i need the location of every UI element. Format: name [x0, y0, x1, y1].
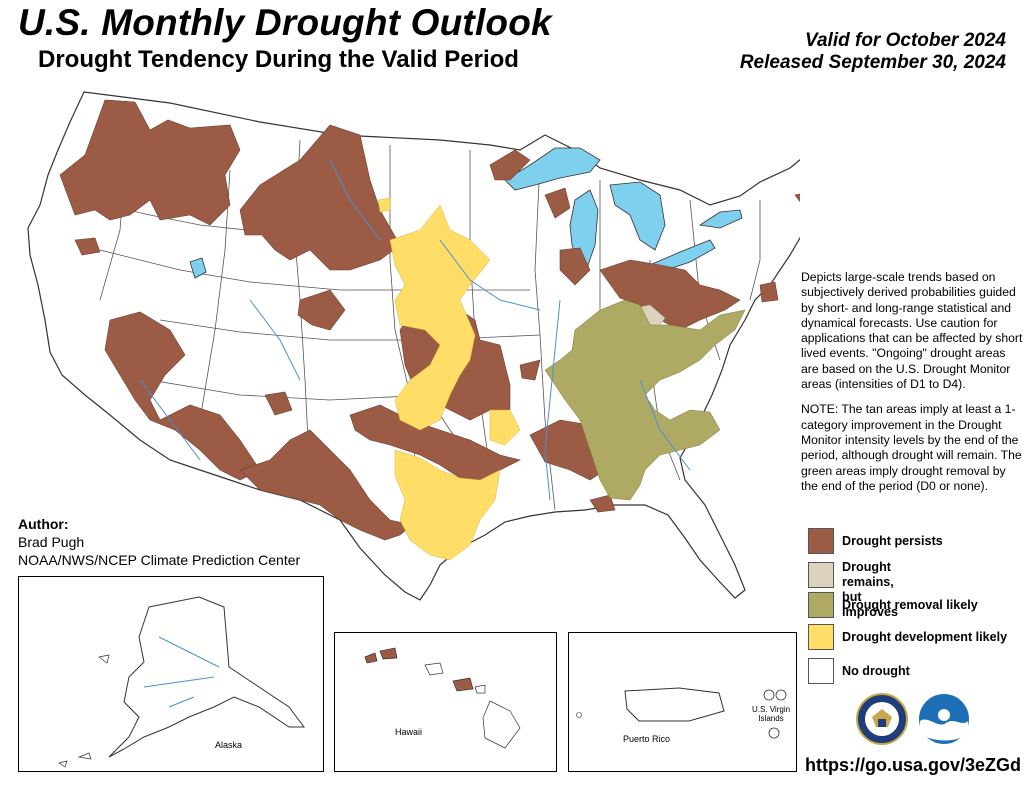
conus-map	[27, 91, 800, 601]
description-paragraph-1: Depicts large-scale trends based on subj…	[801, 270, 1023, 392]
author-label: Author:	[18, 516, 69, 532]
virgin-islands-label: U.S. Virgin Islands	[751, 705, 791, 723]
outlook-url-link[interactable]: https://go.usa.gov/3eZGd	[805, 755, 1022, 775]
alaska-map	[58, 596, 305, 768]
map-description: Depicts large-scale trends based on subj…	[801, 270, 1023, 504]
lake-huron	[609, 181, 666, 251]
author-org: NOAA/NWS/NCEP Climate Prediction Center	[18, 552, 301, 568]
legend-swatch-persists	[808, 528, 834, 554]
legend-label-removal: Drought removal likely	[842, 598, 978, 612]
legend-swatch-improves	[808, 562, 834, 588]
hawaii-inset: Hawaii	[334, 632, 557, 772]
noaa-logo-icon	[919, 694, 969, 744]
legend-label-none: No drought	[842, 664, 910, 678]
legend-swatch-development	[808, 624, 834, 650]
great-salt-lake	[189, 257, 207, 279]
author-name: Brad Pugh	[18, 534, 85, 550]
author-block: Author: Brad Pugh NOAA/NWS/NCEP Climate …	[18, 515, 300, 569]
puerto-rico-inset: Puerto Rico U.S. Virgin Islands	[568, 632, 797, 772]
lake-superior	[504, 147, 601, 191]
drought-removal-regions	[544, 299, 746, 501]
legend-swatch-removal	[808, 592, 834, 618]
legend-label-persists: Drought persists	[842, 534, 943, 548]
alaska-label: Alaska	[215, 740, 243, 750]
alaska-inset: Alaska	[18, 576, 324, 772]
page-title: U.S. Monthly Drought Outlook	[18, 2, 552, 43]
drought-development-regions	[377, 197, 521, 561]
legend-label-improves: Drought remains, but improves	[842, 560, 898, 619]
doc-seal-icon	[856, 693, 908, 745]
valid-period-block: Valid for October 2024 Released Septembe…	[740, 30, 1006, 74]
water-bodies	[189, 147, 743, 279]
hawaii-label: Hawaii	[395, 727, 423, 737]
puerto-rico-label: Puerto Rico	[623, 734, 671, 744]
rivers	[139, 159, 691, 501]
release-date: Released September 30, 2024	[739, 52, 1006, 73]
puerto-rico-map	[576, 687, 787, 739]
valid-date: Valid for October 2024	[805, 30, 1006, 51]
hawaii-map	[364, 647, 521, 749]
lake-ontario	[698, 209, 743, 229]
description-paragraph-2: NOTE: The tan areas imply at least a 1-c…	[801, 402, 1022, 493]
legend-label-development: Drought development likely	[842, 630, 1008, 644]
legend-swatch-none	[808, 658, 834, 684]
page-subtitle: Drought Tendency During the Valid Period	[38, 46, 519, 73]
